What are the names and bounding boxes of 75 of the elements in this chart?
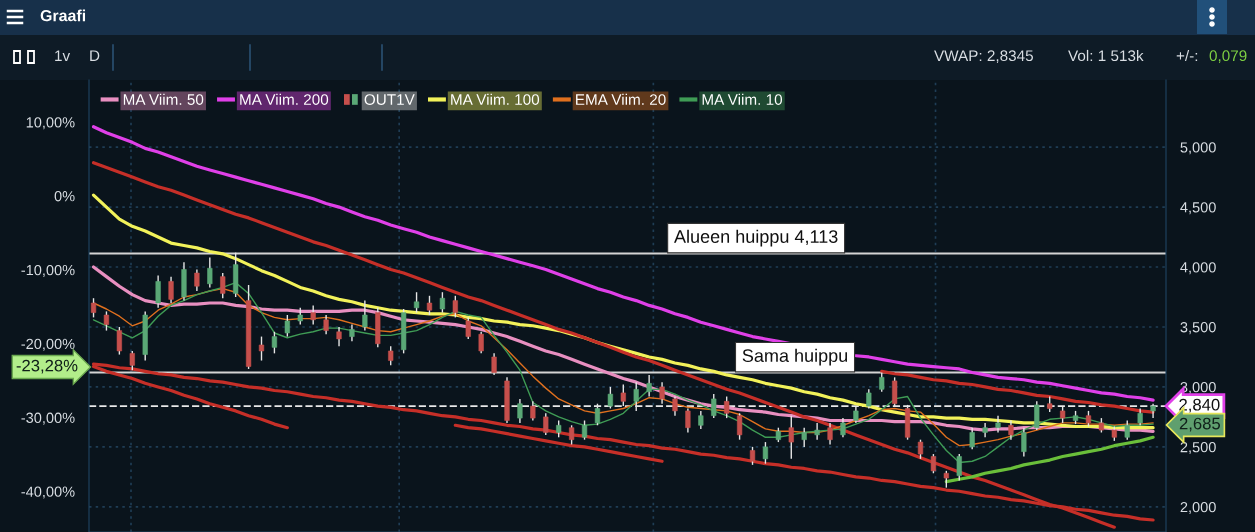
y-tick-label: 3,000 bbox=[1180, 382, 1216, 395]
candlestick bbox=[168, 275, 174, 304]
y-tick-label: 3,500 bbox=[1180, 322, 1216, 335]
candlestick bbox=[465, 316, 471, 340]
text: 0,079 bbox=[1209, 50, 1247, 63]
candlestick bbox=[194, 268, 200, 292]
candlestick bbox=[362, 299, 368, 332]
candlestick bbox=[685, 407, 691, 434]
ref-line-label: Sama huippu bbox=[742, 348, 848, 366]
text: 1v bbox=[55, 50, 71, 61]
legend-label: OUT1V bbox=[364, 94, 415, 105]
y-tick-label: 4,000 bbox=[1180, 262, 1216, 275]
legend-label: MA Viim. 50 bbox=[123, 93, 204, 105]
candlestick bbox=[323, 314, 329, 335]
legend-label: MA Viim. 10 bbox=[702, 93, 783, 105]
y2-tick-label: -30,00% bbox=[21, 412, 75, 425]
legend-label: MA Viim. 100 bbox=[451, 93, 540, 105]
candlestick bbox=[103, 310, 110, 332]
line-series bbox=[453, 423, 664, 463]
y2-tick-label: 10,00% bbox=[26, 117, 75, 130]
y2-tick-label: -20,00% bbox=[21, 338, 75, 351]
y-tick-label: 2,500 bbox=[1180, 441, 1216, 455]
candlestick bbox=[969, 426, 975, 450]
text: VWAP: 2,8345 bbox=[934, 50, 1033, 63]
line-series bbox=[944, 435, 1155, 484]
candlestick bbox=[711, 393, 717, 419]
candlestick bbox=[452, 295, 458, 319]
candlestick bbox=[220, 272, 226, 299]
y2-tick-label: -10,00% bbox=[21, 264, 75, 277]
candlestick bbox=[917, 438, 924, 460]
candlestick bbox=[1124, 419, 1130, 441]
candlestick bbox=[271, 331, 278, 355]
text: Vol: 1 513k bbox=[1068, 49, 1144, 62]
candlestick bbox=[478, 331, 484, 355]
candlestick bbox=[336, 326, 342, 347]
ref-line-label: 2,840 bbox=[1179, 398, 1220, 413]
candlestick bbox=[543, 412, 549, 436]
y-tick-label: 4,500 bbox=[1180, 202, 1216, 215]
candlestick bbox=[1021, 426, 1027, 458]
candlestick bbox=[116, 326, 122, 356]
candlestick bbox=[646, 374, 652, 398]
candlestick bbox=[569, 424, 575, 446]
text: +/-: bbox=[1176, 49, 1198, 62]
text: -23,28% bbox=[16, 359, 78, 374]
candlestick bbox=[207, 256, 213, 289]
candlestick bbox=[426, 295, 433, 316]
chart-title: Graafi bbox=[40, 9, 86, 22]
candlestick bbox=[258, 335, 265, 362]
y-tick-label: 2,000 bbox=[1180, 501, 1216, 514]
y-tick-label: 5,000 bbox=[1180, 142, 1216, 155]
text: D bbox=[90, 50, 100, 61]
candlestick bbox=[581, 419, 588, 441]
candlestick bbox=[155, 274, 161, 309]
candlestick bbox=[801, 426, 807, 448]
y2-tick-label: -40,00% bbox=[21, 486, 75, 499]
candlestick bbox=[439, 291, 446, 314]
candlestick bbox=[840, 417, 846, 438]
candlestick bbox=[788, 415, 794, 460]
y2-tick-label: 0% bbox=[54, 191, 75, 202]
candlestick bbox=[284, 314, 290, 338]
candlestick bbox=[388, 345, 394, 367]
candlestick bbox=[90, 297, 97, 319]
candlestick bbox=[762, 441, 769, 465]
legend-label: MA Viim. 200 bbox=[240, 93, 329, 105]
text: 2,685 bbox=[1179, 417, 1221, 432]
candlestick bbox=[736, 412, 743, 441]
legend-label: EMA Viim. 20 bbox=[576, 93, 666, 105]
candlestick bbox=[827, 422, 833, 446]
candlestick bbox=[413, 291, 420, 314]
candlestick bbox=[956, 453, 962, 482]
candlestick bbox=[879, 371, 885, 393]
candlestick bbox=[310, 304, 316, 326]
candlestick bbox=[491, 352, 497, 376]
ref-line-label: Alueen huippu 4,113 bbox=[674, 229, 838, 247]
candlestick bbox=[1008, 419, 1014, 441]
